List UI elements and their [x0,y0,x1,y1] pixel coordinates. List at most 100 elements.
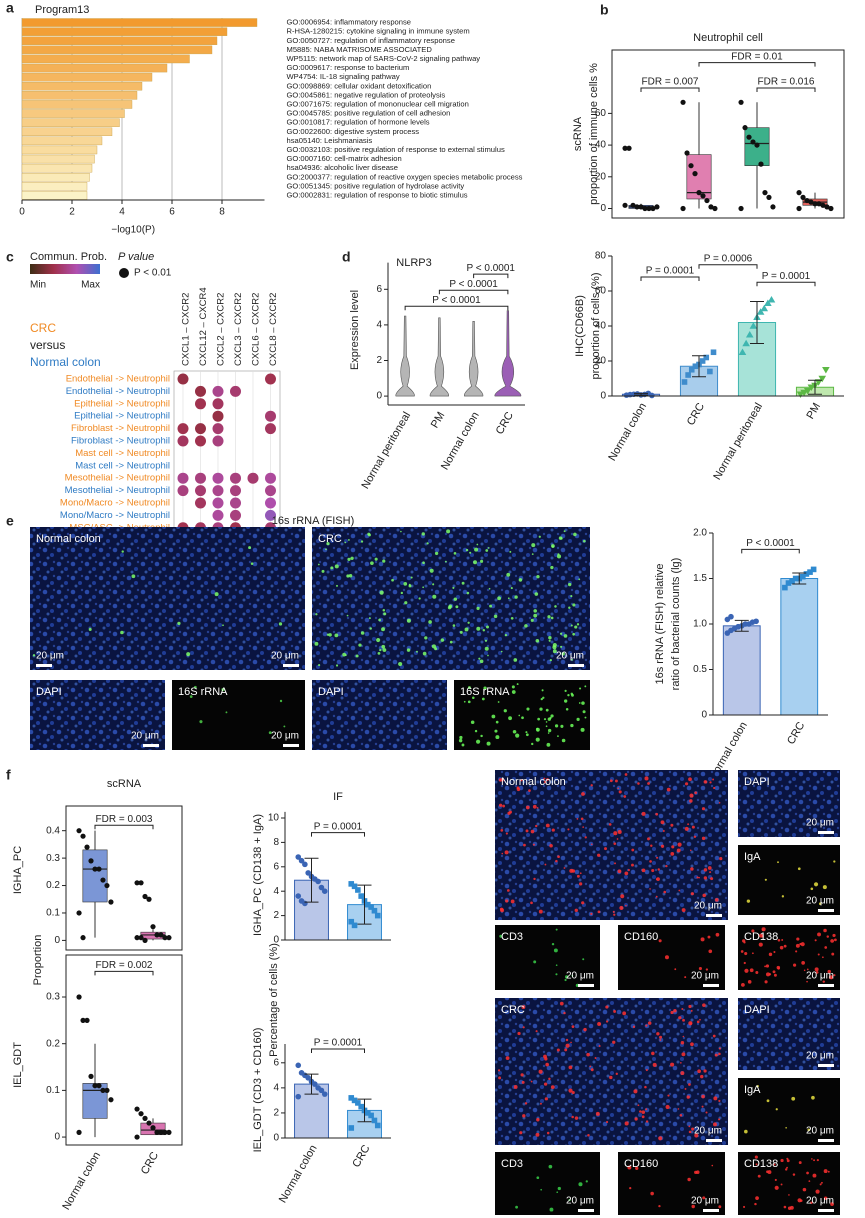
signal [564,978,567,982]
signal [381,644,386,649]
dot [265,410,276,422]
point [142,1115,148,1121]
signal [787,1206,792,1210]
signal [360,540,364,543]
point [685,372,691,378]
image-label: CRC [501,1004,525,1016]
signal [690,1042,694,1047]
scale-label: 20 μm [36,651,64,662]
scale-bar [578,984,594,987]
signal [754,1202,757,1206]
signal [647,782,650,785]
x-tick-label: CRC [785,720,807,747]
signal [410,576,413,579]
signal [513,1085,518,1089]
point [634,204,640,210]
signal [459,735,463,740]
signal [474,729,478,733]
dot [212,497,224,509]
signal [382,608,386,612]
point [368,1112,374,1119]
signal [532,843,535,846]
row-label: Fibroblast -> Neutrophil [71,423,170,434]
signal [615,1072,618,1076]
chart-title: scRNA [107,778,142,790]
bracket-label: P < 0.0001 [467,263,516,274]
bar [780,578,819,716]
signal [510,587,513,590]
bracket-label: P < 0.0001 [449,279,498,290]
signal [478,657,481,660]
signal [801,960,805,965]
image-label: Normal colon [36,533,101,545]
category-label: hsa04936: alcoholic liver disease [287,163,398,172]
column-label: CXCL1 – CXCR2 [181,293,192,366]
signal [812,1173,817,1178]
signal [617,869,622,874]
y-axis-label: Expression level [349,290,361,370]
signal [815,1189,820,1194]
signal [831,952,835,956]
micrograph [738,845,840,915]
signal [518,578,523,582]
scale-bar [283,744,299,747]
signal [565,708,569,711]
signal [432,594,437,599]
point [800,573,806,580]
signal [383,612,387,616]
signal [509,550,512,553]
point [365,901,371,908]
signal [555,964,558,967]
signal [334,564,339,569]
point [816,201,822,207]
signal [524,624,528,628]
y-tick-label: 0 [701,710,707,721]
image-label: IgA [744,851,761,863]
y-tick-label: 20 [595,356,607,367]
point [295,854,302,860]
error-bar [808,379,822,395]
signal [824,946,828,949]
y-tick-label: 0 [54,1132,60,1143]
signal [772,970,776,974]
signal [795,950,798,953]
signal [590,912,593,916]
point [158,1129,164,1135]
signal [744,968,749,973]
scale-label: 20 μm [556,651,584,662]
signal [559,1001,564,1006]
signal [619,905,624,911]
signal [542,696,545,699]
signal [576,717,580,722]
bar [21,81,143,91]
point [348,1125,355,1131]
x-tick-label: Normal colon [60,1150,103,1212]
signal [655,812,659,816]
signal [627,1165,632,1170]
signal [689,799,693,803]
point [318,884,325,891]
point [374,912,381,919]
x-tick-label: 2 [69,207,75,218]
point [796,205,802,212]
y-tick-label: 0 [600,203,606,214]
signal [525,805,530,810]
signal [531,742,534,746]
signal [684,826,689,831]
bracket-label: P = 0.0001 [646,266,695,277]
scale-label: 20 μm [691,971,719,982]
signal [486,741,491,746]
y-axis-label: proportion of cells (%) [590,273,602,380]
signal [536,806,539,809]
signal [649,888,651,890]
dot [265,485,276,497]
point [692,171,698,177]
signal [131,574,136,579]
signal [569,868,574,873]
signal [580,727,585,732]
image-label: CD138 [744,1158,778,1170]
y-tick-label: 4 [273,886,279,897]
signal [214,592,219,597]
point [753,618,759,625]
